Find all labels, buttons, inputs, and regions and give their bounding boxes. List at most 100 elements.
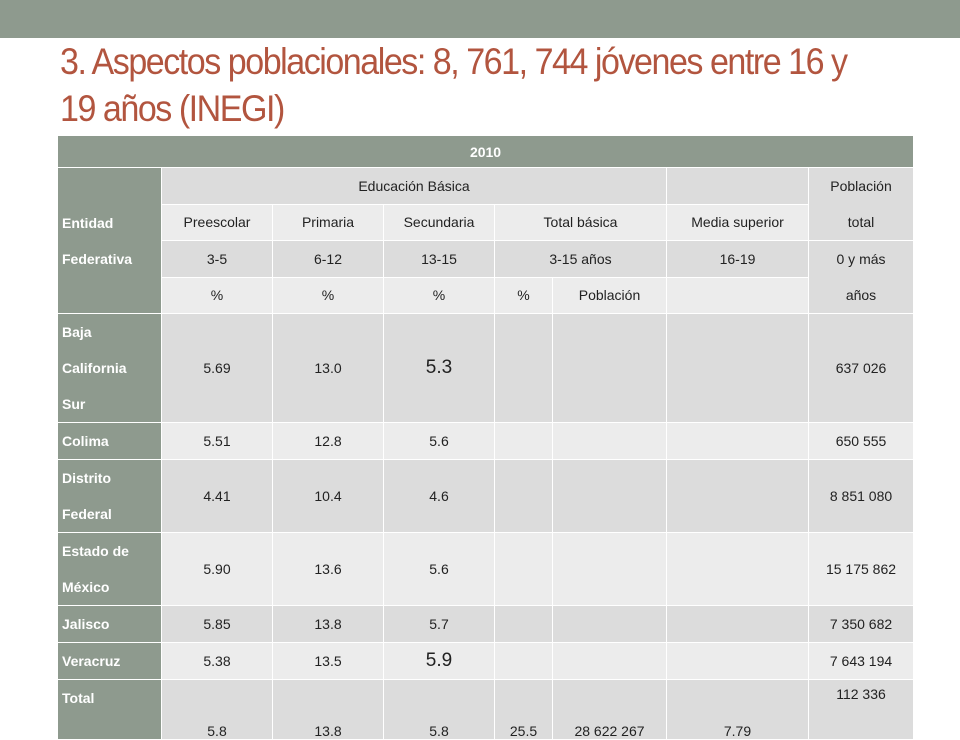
- row-entidad: Jalisco: [57, 605, 162, 643]
- cell-total-pct: [494, 422, 553, 460]
- row-entidad: Baja California Sur: [57, 313, 162, 423]
- cell-poblacion: 7 643 194: [807, 642, 915, 680]
- cell-total-pct: [494, 642, 553, 680]
- row-entidad: Estado de México: [57, 532, 162, 606]
- cell-secundaria: 4.6: [383, 459, 495, 533]
- cell-secundaria: 5.8: [383, 679, 495, 740]
- entidad-line: Jalisco: [62, 616, 110, 632]
- entidad-line: México: [62, 579, 110, 595]
- table-row: Veracruz 5.38 13.5 5.9 7 643 194: [57, 642, 915, 680]
- cell-media: [666, 605, 809, 643]
- row-entidad: Total: [57, 679, 162, 740]
- poblacion-total-header: Población total: [807, 167, 915, 241]
- cell-total-pob: [552, 422, 667, 460]
- cell-poblacion: 112 336: [807, 679, 915, 740]
- col-total-basica: Total básica: [494, 203, 667, 241]
- table-row: Total 5.8 13.8 5.8 25.5 28 622 267 7.79 …: [57, 679, 915, 740]
- cell-preescolar: 5.38: [161, 642, 273, 680]
- cell-secundaria: 5.6: [383, 532, 495, 606]
- cell-total-pct: 25.5: [494, 679, 553, 740]
- cell-total-pob: 28 622 267: [552, 679, 667, 740]
- cell-total-pob: [552, 459, 667, 533]
- age-total-basica: 3-15 años: [494, 240, 667, 278]
- cell-poblacion: 15 175 862: [807, 532, 915, 606]
- cell-total-pct: [494, 313, 553, 423]
- entidad-line: Total: [62, 690, 95, 706]
- slide-title: 3. Aspectos poblacionales: 8, 761, 744 j…: [60, 41, 848, 129]
- unit-primaria: %: [272, 276, 384, 314]
- cell-media: [666, 313, 809, 423]
- table-row: Jalisco 5.85 13.8 5.7 7 350 682: [57, 605, 915, 643]
- col-primaria: Primaria: [272, 203, 384, 241]
- year-header: 2010: [56, 135, 915, 168]
- cell-poblacion: 650 555: [807, 422, 915, 460]
- table-row: Estado de México 5.90 13.6 5.6 15 175 86…: [57, 532, 915, 606]
- cell-media: 7.79: [666, 679, 809, 740]
- row-entidad: Distrito Federal: [57, 459, 162, 533]
- cell-secundaria: 5.3: [383, 313, 495, 423]
- top-accent-bar: [0, 0, 960, 38]
- cell-total-pob: [552, 605, 667, 643]
- row-entidad: Colima: [57, 422, 162, 460]
- cell-secundaria: 5.6: [383, 422, 495, 460]
- entidad-line: Distrito: [62, 470, 111, 486]
- cell-secundaria: 5.9: [383, 642, 495, 680]
- entidad-line: Estado de: [62, 543, 129, 559]
- poblacion-total-line: total: [847, 214, 875, 230]
- entidad-label-line: Entidad: [62, 214, 114, 231]
- unit-total-poblacion: Población: [552, 276, 667, 314]
- unit-preescolar: %: [161, 276, 273, 314]
- age-total-line: años: [845, 287, 877, 303]
- cell-preescolar: 5.8: [161, 679, 273, 740]
- unit-total-pct: %: [494, 276, 553, 314]
- population-table: 2010 Entidad Federativa Educación Básica…: [56, 135, 915, 740]
- cell-primaria: 13.8: [272, 679, 384, 740]
- cell-total-pob: [552, 642, 667, 680]
- entidad-line: Colima: [62, 433, 109, 449]
- unit-media-empty: [666, 276, 809, 314]
- cell-total-pct: [494, 532, 553, 606]
- poblacion-total-line: Población: [830, 178, 892, 194]
- entidad-header: Entidad Federativa: [57, 167, 162, 314]
- entidad-line: Baja: [62, 324, 92, 340]
- age-preescolar: 3-5: [161, 240, 273, 278]
- entidad-line: Sur: [62, 396, 86, 412]
- cell-preescolar: 4.41: [161, 459, 273, 533]
- row-entidad: Veracruz: [57, 642, 162, 680]
- age-total-line: 0 y más: [836, 251, 886, 267]
- cell-media: [666, 532, 809, 606]
- empty-header-cell: [666, 167, 809, 205]
- cell-poblacion: 637 026: [807, 313, 915, 423]
- entidad-line: California: [62, 360, 127, 376]
- cell-preescolar: 5.85: [161, 605, 273, 643]
- table-row: Distrito Federal 4.41 10.4 4.6 8 851 080: [57, 459, 915, 533]
- cell-media: [666, 422, 809, 460]
- cell-poblacion: 7 350 682: [807, 605, 915, 643]
- age-media-superior: 16-19: [666, 240, 809, 278]
- cell-primaria: 13.0: [272, 313, 384, 423]
- cell-primaria: 13.8: [272, 605, 384, 643]
- entidad-line: Federal: [62, 506, 112, 522]
- cell-total-pct: [494, 459, 553, 533]
- cell-total-pob: [552, 313, 667, 423]
- cell-primaria: 12.8: [272, 422, 384, 460]
- cell-primaria: 13.6: [272, 532, 384, 606]
- unit-secundaria: %: [383, 276, 495, 314]
- age-secundaria: 13-15: [383, 240, 495, 278]
- table-row: Colima 5.51 12.8 5.6 650 555: [57, 422, 915, 460]
- cell-preescolar: 5.90: [161, 532, 273, 606]
- age-total-header: 0 y más años: [807, 240, 915, 314]
- cell-secundaria: 5.7: [383, 605, 495, 643]
- col-secundaria: Secundaria: [383, 203, 495, 241]
- cell-primaria: 13.5: [272, 642, 384, 680]
- cell-media: [666, 459, 809, 533]
- cell-primaria: 10.4: [272, 459, 384, 533]
- age-primaria: 6-12: [272, 240, 384, 278]
- col-media-superior: Media superior: [666, 203, 809, 241]
- cell-total-pob: [552, 532, 667, 606]
- educacion-basica-header: Educación Básica: [161, 167, 667, 205]
- cell-preescolar: 5.69: [161, 313, 273, 423]
- cell-poblacion: 8 851 080: [807, 459, 915, 533]
- col-preescolar: Preescolar: [161, 203, 273, 241]
- cell-preescolar: 5.51: [161, 422, 273, 460]
